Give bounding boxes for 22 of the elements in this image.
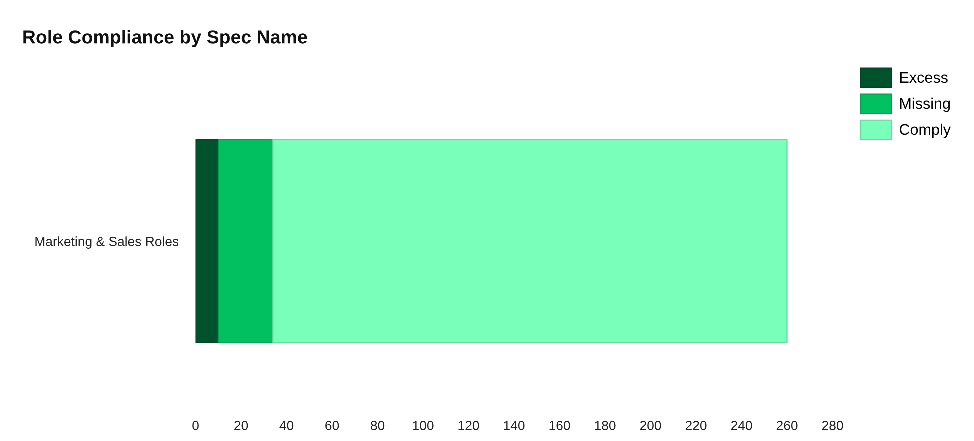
x-tick-label: 0 (192, 421, 199, 430)
legend-label: Excess (900, 72, 948, 84)
bar (196, 139, 220, 344)
x-tick-label: 180 (595, 421, 616, 430)
x-tick-label: 220 (686, 421, 707, 430)
x-tick-label: 100 (413, 421, 434, 430)
x-tick-label: 200 (640, 421, 662, 430)
y-tick-label: Marketing & Sales Roles (36, 236, 179, 249)
x-tick-label: 280 (822, 421, 844, 430)
legend-label: Comply (900, 124, 951, 138)
x-tick-label: 20 (234, 421, 248, 430)
x-tick-label: 120 (458, 421, 480, 430)
x-tick-label: 240 (731, 421, 752, 430)
x-tick-label: 160 (550, 421, 570, 430)
legend-label: Missing (900, 98, 950, 112)
x-tick-label: 60 (326, 421, 340, 430)
chart-title: Role Compliance by Spec Name (24, 30, 308, 48)
x-tick-label: 140 (504, 421, 525, 430)
x-tick-label: 40 (280, 421, 294, 430)
bar (218, 139, 274, 344)
x-tick-label: 260 (776, 421, 798, 430)
x-tick-label: 80 (371, 421, 385, 430)
